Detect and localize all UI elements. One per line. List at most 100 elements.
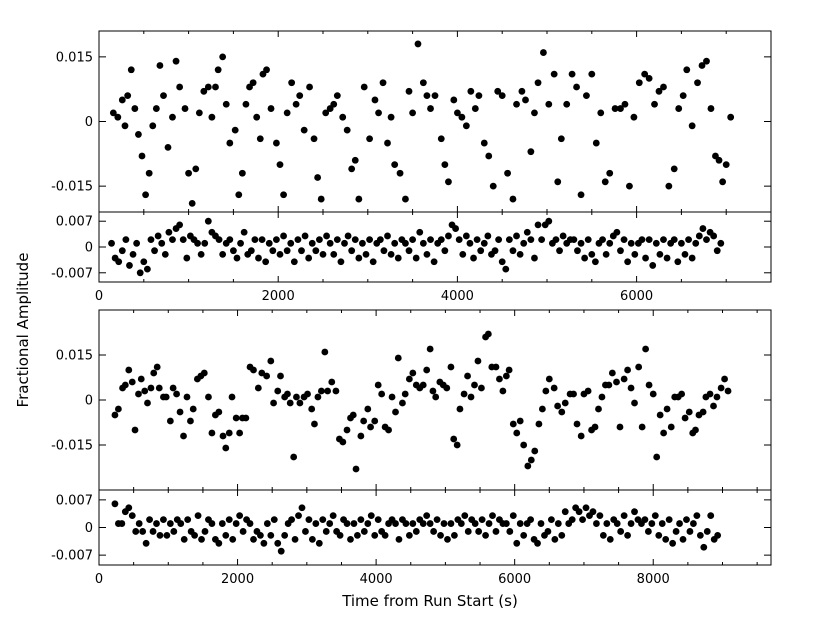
- data-point: [254, 384, 262, 392]
- data-point: [437, 236, 445, 244]
- data-point: [467, 393, 475, 401]
- data-point: [685, 236, 692, 244]
- data-point: [641, 70, 649, 78]
- data-point: [339, 438, 347, 446]
- data-point: [534, 221, 542, 229]
- data-point: [246, 520, 254, 527]
- data-point: [250, 366, 257, 374]
- data-point: [360, 528, 368, 535]
- data-point: [599, 531, 607, 539]
- data-point: [183, 393, 191, 401]
- data-point: [603, 520, 611, 527]
- data-point: [624, 258, 632, 266]
- data-point: [233, 254, 241, 262]
- data-point: [312, 247, 320, 255]
- data-point: [305, 254, 313, 262]
- data-point: [131, 105, 139, 112]
- data-point: [471, 105, 479, 112]
- data-point: [513, 100, 520, 108]
- data-point: [613, 228, 621, 236]
- x-tick-label: 4000: [441, 289, 474, 304]
- data-point: [456, 405, 464, 413]
- data-point: [645, 236, 653, 244]
- y-tick-label: -0.007: [51, 549, 93, 564]
- data-point: [471, 520, 479, 527]
- data-point: [598, 393, 606, 401]
- data-point: [201, 528, 209, 535]
- data-point: [648, 520, 656, 527]
- data-point: [573, 83, 580, 91]
- data-point: [265, 239, 273, 247]
- data-point: [441, 247, 449, 255]
- data-point: [430, 528, 438, 535]
- data-point: [343, 126, 351, 134]
- data-point: [367, 423, 374, 431]
- data-point: [308, 405, 316, 413]
- data-point: [347, 535, 354, 543]
- data-point: [620, 512, 628, 520]
- data-point: [401, 390, 409, 398]
- data-point: [589, 508, 597, 516]
- data-point: [454, 109, 461, 117]
- data-point: [232, 414, 240, 422]
- data-point: [263, 66, 270, 74]
- data-point: [617, 528, 625, 535]
- data-point: [249, 79, 257, 87]
- data-point: [509, 247, 517, 255]
- data-point: [432, 393, 440, 401]
- data-point: [597, 109, 605, 117]
- data-point: [719, 178, 727, 186]
- data-point: [554, 402, 562, 410]
- data-point: [315, 539, 323, 547]
- data-point: [277, 372, 284, 380]
- data-point: [613, 520, 621, 527]
- data-point: [419, 79, 427, 87]
- data-point: [260, 539, 268, 547]
- data-point: [326, 239, 334, 247]
- data-point: [294, 236, 302, 244]
- data-point: [433, 516, 441, 524]
- data-point: [611, 105, 619, 112]
- data-point: [475, 528, 483, 535]
- data-point: [235, 191, 243, 199]
- data-point: [301, 232, 309, 240]
- data-point: [681, 414, 689, 422]
- data-point: [426, 520, 434, 527]
- data-point: [462, 232, 470, 240]
- data-point: [238, 169, 246, 177]
- data-point: [156, 62, 164, 69]
- data-point: [551, 535, 559, 543]
- data-point: [405, 531, 413, 539]
- data-point: [464, 528, 472, 535]
- data-point: [135, 520, 143, 527]
- data-point: [724, 387, 732, 395]
- data-point: [258, 236, 266, 244]
- data-point: [302, 528, 309, 535]
- data-point: [141, 387, 149, 395]
- data-point: [624, 531, 631, 539]
- data-point: [620, 236, 628, 244]
- data-point: [502, 520, 510, 527]
- data-point: [118, 520, 126, 527]
- data-point: [644, 528, 652, 535]
- data-point: [219, 432, 227, 440]
- data-point: [399, 399, 406, 407]
- data-point: [283, 247, 291, 255]
- data-point: [617, 247, 624, 255]
- data-point: [505, 236, 513, 244]
- data-point: [518, 87, 526, 95]
- data-point: [631, 399, 638, 407]
- data-point: [692, 239, 700, 247]
- x-axis-title: Time from Run Start (s): [341, 592, 518, 610]
- data-point: [520, 441, 528, 449]
- data-point: [584, 236, 592, 244]
- x-tick-label: 6000: [620, 289, 653, 304]
- data-point: [276, 250, 284, 258]
- data-point: [545, 100, 553, 108]
- y-tick-label: -0.015: [51, 439, 93, 454]
- data-point: [269, 247, 277, 255]
- data-point: [419, 381, 427, 389]
- data-point: [328, 378, 336, 386]
- data-point: [509, 420, 517, 428]
